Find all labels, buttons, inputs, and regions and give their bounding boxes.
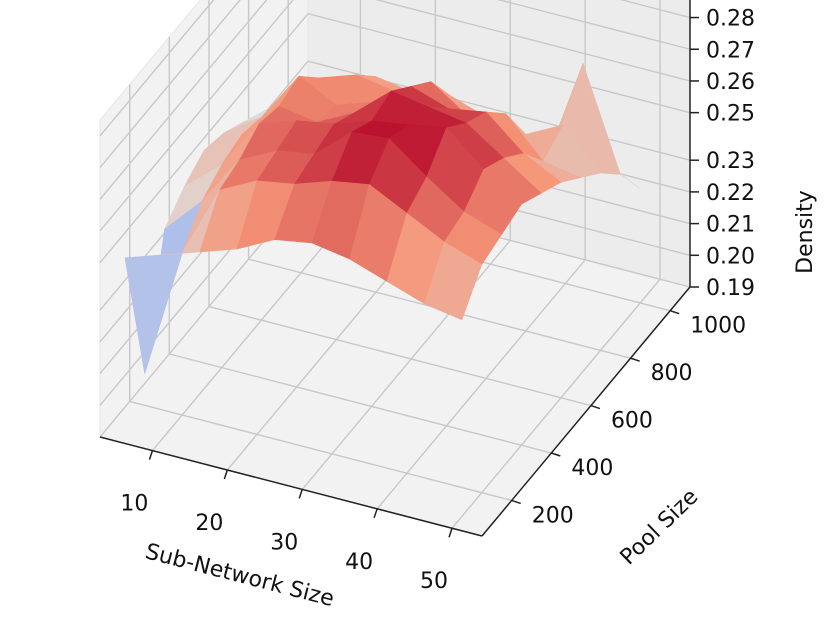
z-tick-label: 0.27 (706, 38, 755, 63)
y-tick (630, 357, 640, 362)
grid-line-x (451, 278, 661, 529)
y-tick (669, 310, 680, 315)
x-tick-label: 20 (195, 511, 223, 536)
tick-marks: 10 20 30 40 50 200 400 600 800 1000 0.19 0.20 0.21 0.… (120, 7, 755, 595)
z-tick-label: 0.19 (706, 276, 755, 301)
x-axis-line (99, 436, 483, 537)
y-tick-label: 200 (532, 503, 574, 528)
y-tick (511, 499, 521, 505)
z-tick-label: 0.20 (706, 244, 755, 269)
y-tick-label: 1000 (690, 314, 746, 339)
z-axis-label: Density (793, 190, 818, 274)
grid-line-y (169, 353, 552, 454)
z-tick-label: 0.28 (706, 7, 755, 32)
x-tick (223, 469, 229, 480)
x-tick-label: 50 (420, 569, 448, 594)
y-axis-line (481, 286, 691, 537)
y-axis-label: Pool Size (616, 484, 704, 570)
x-tick (298, 489, 303, 499)
x-tick-label: 10 (120, 492, 148, 517)
y-tick (551, 452, 561, 457)
z-tick-label: 0.21 (706, 213, 755, 238)
x-tick (448, 527, 453, 538)
x-tick (373, 508, 378, 519)
y-tick-label: 800 (651, 361, 693, 386)
surface-mesh (124, 63, 641, 374)
z-tick-label: 0.26 (706, 70, 755, 95)
x-tick (148, 450, 154, 460)
grid-line-y (129, 400, 512, 502)
grid-line-z (374, 0, 691, 82)
y-tick-label: 600 (611, 409, 653, 434)
grid-line-z (99, 0, 268, 200)
z-tick-label: 0.25 (706, 102, 755, 127)
grid-line-z (307, 12, 691, 114)
x-axis-label: Sub-Network Size (143, 539, 337, 612)
grid-line-z (99, 13, 309, 264)
grid-line-z (99, 0, 241, 168)
grid-line-x (376, 259, 586, 510)
y-tick (590, 404, 601, 410)
surface-facet (424, 241, 483, 321)
x-tick-label: 30 (270, 530, 298, 555)
y-tick-label: 400 (571, 456, 613, 481)
grid-line-z (497, 0, 691, 50)
grid-line-y (208, 305, 592, 407)
axis-lines (99, 0, 691, 537)
z-tick-label: 0.23 (706, 149, 755, 174)
grid-line-z (619, 0, 691, 19)
x-tick-label: 40 (345, 550, 373, 575)
grid-line-z (99, 0, 215, 137)
grid-line-z (99, 0, 294, 232)
z-tick-label: 0.22 (706, 181, 755, 206)
